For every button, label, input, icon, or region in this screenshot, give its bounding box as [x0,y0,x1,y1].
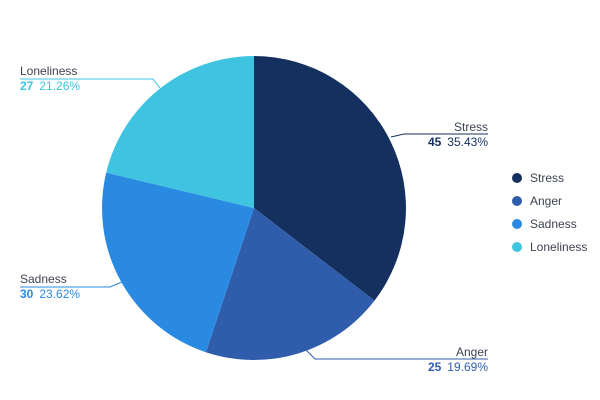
label-name: Stress [453,120,488,134]
label-value: 45 [427,135,442,149]
label-stress: Stress 45 35.43% [428,120,488,150]
slice-anger[interactable] [205,208,375,360]
label-value: 27 [20,79,34,93]
label-name: Loneliness [20,64,78,78]
label-sadness: Sadness 30 23.62% [20,272,80,302]
label-name: Anger [455,345,488,359]
legend: Stress Anger Sadness Loneliness [512,166,587,258]
legend-item-loneliness[interactable]: Loneliness [512,235,587,258]
legend-item-sadness[interactable]: Sadness [512,212,587,235]
label-name: Sadness [20,272,67,286]
leader-line-loneliness [20,78,161,89]
legend-label: Sadness [530,216,577,231]
label-anger: Anger 25 19.69% [428,345,488,375]
label-percent: 23.62% [39,287,81,301]
label-value: 30 [20,287,34,301]
slice-stress[interactable] [254,56,406,301]
slice-loneliness[interactable] [106,56,254,208]
leader-line-sadness [20,281,123,288]
slice-sadness[interactable] [102,172,254,353]
label-percent: 35.43% [447,135,488,149]
leader-line-anger [301,345,488,360]
legend-dot-icon [512,218,522,229]
label-value: 25 [427,360,442,374]
label-loneliness: Loneliness 27 21.26% [20,64,80,94]
legend-label: Anger [530,193,563,208]
legend-label: Loneliness [530,239,588,254]
leader-line-stress [390,133,488,138]
legend-label: Stress [530,170,565,185]
legend-dot-icon [512,195,522,206]
legend-dot-icon [512,241,522,252]
label-percent: 19.69% [447,360,488,374]
legend-item-anger[interactable]: Anger [512,189,587,212]
label-percent: 21.26% [39,79,81,93]
legend-dot-icon [512,172,522,183]
legend-item-stress[interactable]: Stress [512,166,587,189]
